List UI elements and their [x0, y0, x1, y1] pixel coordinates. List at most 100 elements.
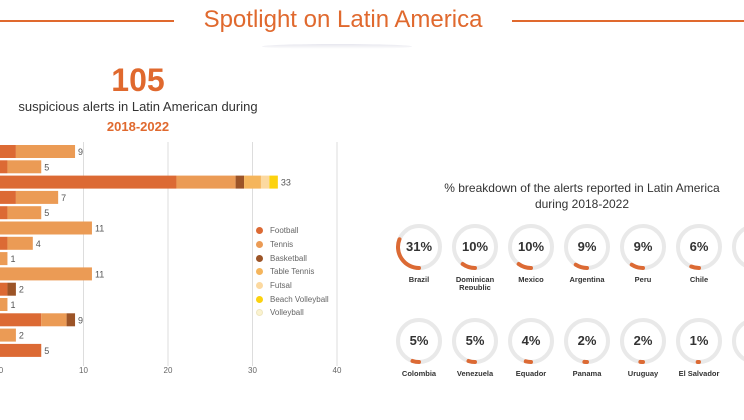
donut-percent: 2% — [577, 333, 597, 348]
bar-total-label: 7 — [61, 193, 66, 203]
bar-segment-tennis — [0, 298, 8, 311]
donut-row-1: 31% Brazil 10% Dominican Republic 10% Mexico 9… — [396, 220, 744, 290]
donut-track — [732, 320, 744, 362]
bar-segment-football — [0, 160, 8, 174]
donut-track — [732, 226, 744, 268]
legend-item: Volleyball — [256, 306, 376, 320]
bar-segment-tennis — [15, 190, 59, 204]
bar-segment-table-tennis — [244, 175, 261, 189]
donut-country-label: Brazil — [408, 275, 430, 284]
donut-ring — [732, 320, 744, 362]
breakdown-title-line1: % breakdown of the alerts reported in La… — [444, 181, 720, 195]
legend-swatch — [256, 241, 263, 249]
donut-percent: 9% — [633, 239, 653, 254]
bar-segment-basketball — [235, 175, 245, 189]
bar-total-label: 1 — [10, 300, 15, 310]
donut-ring — [452, 318, 498, 364]
legend-label: Futsal — [270, 281, 292, 291]
x-tick-label: 20 — [164, 366, 173, 375]
donut-ring — [452, 224, 498, 270]
donut-el-salvador: 1% El Salvador — [676, 314, 728, 378]
breakdown-title: % breakdown of the alerts reported in La… — [420, 180, 744, 212]
donut-peru: 9% Peru — [620, 220, 672, 284]
bar-segment-basketball — [66, 313, 76, 327]
bar-segment-tennis — [176, 175, 236, 189]
donut-chile: 6% Chile — [676, 220, 728, 284]
legend-item: Futsal — [256, 279, 376, 293]
donut-country-label: Argentina — [569, 275, 605, 284]
donut-country-label: Chile — [689, 275, 709, 284]
donut-country-label: Uruguay — [627, 369, 659, 378]
donut-ring — [676, 318, 722, 364]
donut-arc — [466, 358, 477, 364]
bar-segment-basketball — [7, 282, 16, 296]
bar-segment-beach-volleyball — [269, 175, 278, 189]
x-tick-label: 30 — [248, 366, 257, 375]
bar-segment-football — [0, 145, 16, 158]
donut-arc — [689, 264, 701, 270]
donut-colombia: 5% Colombia — [396, 314, 448, 378]
bar-total-label: 2 — [19, 331, 24, 341]
legend-swatch — [256, 254, 263, 262]
donut-country-label: Peru — [634, 275, 652, 284]
total-alerts-period: 2018-2022 — [106, 119, 170, 134]
donut-ring — [620, 224, 666, 270]
legend-item: Table Tennis — [256, 265, 376, 279]
bar-total-label: 11 — [95, 224, 104, 234]
donut-ring — [396, 318, 442, 364]
bar-segment-tennis — [0, 267, 92, 281]
bar-total-label: 9 — [78, 315, 83, 325]
legend-swatch — [256, 309, 263, 317]
title-rule-right — [512, 20, 744, 22]
donut-country-label: Panama — [572, 369, 602, 378]
legend-label: Tennis — [270, 240, 294, 250]
donut-percent — [732, 318, 744, 364]
legend-label: Table Tennis — [270, 267, 315, 277]
donut-uruguay: 2% Uruguay — [620, 314, 672, 378]
donut-country-label: Equador — [515, 369, 547, 378]
donut-brazil: 31% Brazil — [396, 220, 448, 284]
bar-segment-football — [0, 343, 42, 357]
donut-pa: Pa — [732, 314, 744, 366]
donut-percent: 4% — [521, 333, 541, 348]
legend-swatch — [256, 295, 263, 303]
donut-row-2: 5% Colombia 5% Venezuela 4% Equador 2% Panama 2%… — [396, 314, 744, 384]
chart-legend: Football Tennis Basketball Table Tennis Futs… — [256, 224, 376, 320]
donut-ring — [676, 224, 722, 270]
bar-segment-tennis — [0, 252, 8, 266]
bar-total-label: 4 — [36, 239, 41, 249]
title-rule-left — [0, 20, 174, 22]
bar-segment-football — [0, 282, 8, 296]
donut-percent: 10% — [461, 239, 489, 254]
donut-arc — [573, 262, 589, 270]
donut-country-label: Mexico — [518, 275, 544, 284]
donut-percent: 2% — [633, 333, 653, 348]
bar-segment-tennis — [7, 206, 42, 220]
x-tick-label: 40 — [333, 366, 342, 375]
bar-segment-football — [0, 206, 8, 220]
bar-segment-futsal — [260, 175, 270, 189]
bar-segment-football — [0, 175, 177, 189]
donut-percent: 9% — [577, 239, 597, 254]
donut-country-label: El Salvador — [678, 369, 720, 378]
donut-country-label: Venezuela — [456, 369, 494, 378]
donut-percent: 10% — [517, 239, 545, 254]
bar-segment-tennis — [7, 160, 42, 174]
donut-percent: 1% — [689, 333, 709, 348]
header: Spotlight on Latin America — [0, 0, 744, 50]
donut-percent: 5% — [409, 333, 429, 348]
bar-total-label: 5 — [44, 346, 49, 356]
legend-item: Basketball — [256, 251, 376, 265]
legend-label: Basketball — [270, 253, 307, 263]
donut-arc — [396, 237, 421, 270]
bar-segment-tennis — [7, 236, 33, 250]
donut-argentina: 9% Argentina — [564, 220, 616, 284]
bar-total-label: 2 — [19, 285, 24, 295]
donut-arc — [460, 261, 477, 270]
page-title: Spotlight on Latin America — [203, 6, 483, 33]
legend-item: Beach Volleyball — [256, 292, 376, 306]
total-alerts-description: suspicious alerts in Latin American duri… — [18, 99, 258, 114]
donut-e: E — [732, 220, 744, 272]
donut-percent: 6% — [689, 239, 709, 254]
donut-ring — [508, 318, 554, 364]
